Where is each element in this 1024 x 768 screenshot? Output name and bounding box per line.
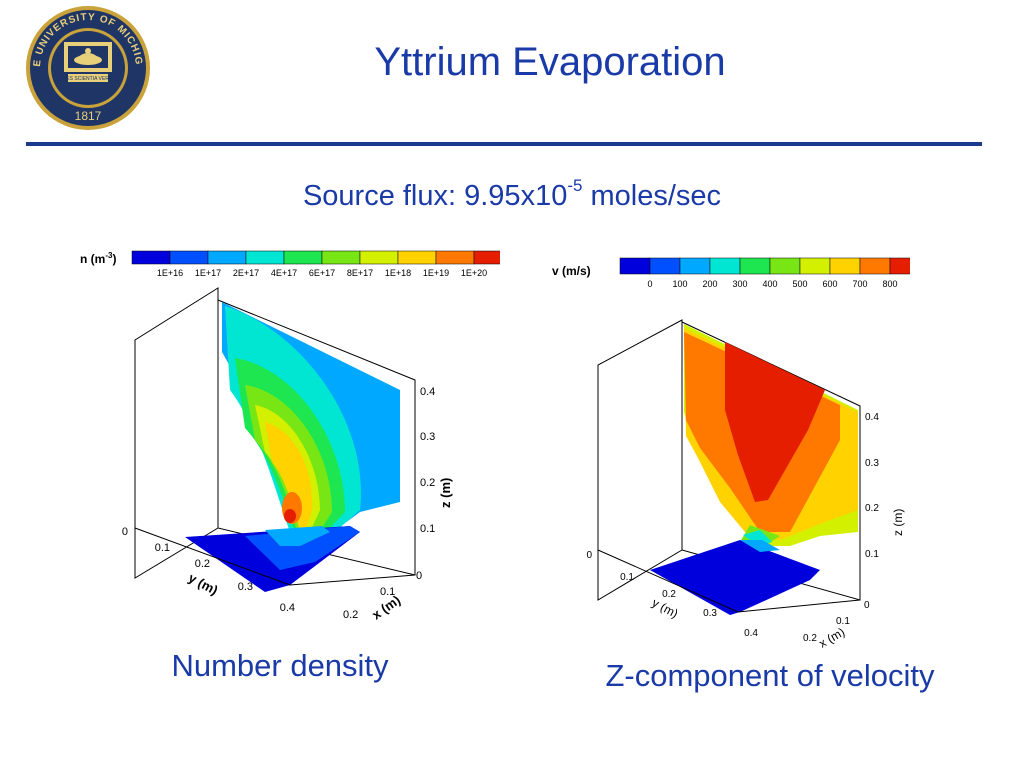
legend-swatch — [169, 250, 209, 265]
legend-swatch — [207, 250, 247, 265]
density-back-wall — [134, 287, 219, 579]
legend-swatch — [131, 250, 171, 265]
seal-year-text: 1817 — [75, 109, 102, 123]
y-tick: 0.1 — [155, 542, 170, 554]
legend-label: 100 — [672, 279, 687, 289]
legend-label: 6E+17 — [309, 268, 335, 278]
x-tick: 0.2 — [803, 633, 817, 644]
legend-label: 1E+18 — [385, 268, 411, 278]
legend-swatch — [359, 250, 399, 265]
y-tick: 0.3 — [238, 581, 253, 593]
legend-swatch — [859, 257, 891, 275]
y-tick: 0.2 — [662, 589, 676, 600]
velocity-axis-ticks: 0 0.1 0.2 0.3 0.4 0 0.1 0.2 0.4 0.3 0.2 … — [586, 412, 879, 644]
seal-motto-text: ARTES SCIENTIA VERITAS — [56, 76, 120, 82]
legend-label: 700 — [852, 279, 867, 289]
legend-swatch — [709, 257, 741, 275]
legend-label: 4E+17 — [271, 268, 297, 278]
z-tick: 0.2 — [420, 477, 435, 489]
density-floor-field — [185, 526, 360, 592]
y-axis-label: y (m) — [186, 570, 220, 598]
university-seal-logo: THE UNIVERSITY OF MICHIGAN ARTES SCIENTI… — [24, 4, 150, 130]
x-axis-label: x (m) — [817, 625, 848, 650]
x-tick: 0.1 — [836, 616, 850, 627]
subtitle-exponent: -5 — [567, 176, 583, 195]
legend-swatch — [679, 257, 711, 275]
density-legend-title: n (m-3) — [80, 251, 116, 266]
legend-label: 500 — [792, 279, 807, 289]
legend-swatch — [619, 257, 651, 275]
z-axis-label: z (m) — [438, 478, 453, 508]
legend-label: 200 — [702, 279, 717, 289]
x-tick: 0 — [864, 600, 870, 611]
velocity-color-legend: 0 100 200 300 400 500 600 700 800 — [619, 257, 910, 289]
subtitle-prefix: Source flux: 9.95x10 — [302, 180, 568, 212]
legend-label: 1E+19 — [423, 268, 449, 278]
legend-swatch — [739, 257, 771, 275]
y-tick: 0.2 — [195, 558, 210, 570]
y-tick: 0.3 — [703, 608, 717, 619]
y-tick: 0.1 — [620, 572, 634, 583]
x-tick: 0 — [416, 570, 422, 582]
z-tick: 0.3 — [420, 431, 435, 443]
z-tick: 0.3 — [865, 458, 879, 469]
x-tick: 0.2 — [343, 609, 358, 621]
number-density-caption: Number density — [171, 648, 389, 683]
z-tick: 0.4 — [865, 412, 879, 423]
legend-label: 400 — [762, 279, 777, 289]
y-tick: 0.4 — [744, 628, 758, 639]
z-tick: 0.1 — [865, 549, 879, 560]
density-contour-field — [222, 302, 400, 540]
velocity-floor-field — [650, 540, 820, 615]
slide-title: Yttrium Evaporation — [374, 40, 726, 84]
legend-label: 0 — [647, 279, 652, 289]
legend-label: 300 — [732, 279, 747, 289]
z-tick: 0.2 — [865, 503, 879, 514]
legend-label: 800 — [882, 279, 897, 289]
y-tick: 0.4 — [280, 602, 295, 614]
subtitle-suffix: moles/sec — [582, 180, 722, 212]
legend-label: 600 — [822, 279, 837, 289]
slide-subtitle: Source flux: 9.95x10-5 moles/sec — [200, 176, 824, 213]
legend-label: 2E+17 — [233, 268, 259, 278]
velocity-contour-field — [684, 324, 858, 548]
legend-swatch — [799, 257, 831, 275]
density-axis-ticks: 0 0.1 0.2 0.3 0.4 0 0.1 0.2 0.4 0.3 0.2 … — [122, 386, 435, 621]
legend-swatch — [473, 250, 500, 265]
density-color-legend: 1E+16 1E+17 2E+17 4E+17 6E+17 8E+17 1E+18 1E+19… — [131, 250, 500, 278]
legend-label: 1E+20 — [461, 268, 487, 278]
title-divider — [26, 142, 982, 146]
number-density-plot: n (m-3) 1E+16 1E+17 2E+17 4E+17 6E+17 8E+17 1E… — [80, 250, 500, 622]
legend-label: 1E+17 — [195, 268, 221, 278]
legend-swatch — [769, 257, 801, 275]
legend-swatch — [283, 250, 323, 265]
legend-swatch — [889, 257, 910, 275]
legend-label: 1E+16 — [157, 268, 183, 278]
velocity-legend-title: v (m/s) — [552, 264, 591, 278]
legend-swatch — [245, 250, 285, 265]
velocity-plot: v (m/s) 0 100 200 300 400 500 600 700 800 0 0.1 … — [552, 257, 910, 650]
corner-tick: 0 — [586, 550, 592, 561]
x-tick: 0.1 — [380, 586, 395, 598]
velocity-caption: Z-component of velocity — [605, 658, 935, 693]
legend-swatch — [829, 257, 861, 275]
legend-swatch — [649, 257, 681, 275]
legend-swatch — [397, 250, 437, 265]
z-tick: 0.1 — [420, 523, 435, 535]
z-axis-label: z (m) — [891, 509, 905, 536]
legend-swatch — [435, 250, 475, 265]
corner-tick: 0 — [122, 526, 128, 538]
legend-label: 8E+17 — [347, 268, 373, 278]
legend-swatch — [321, 250, 361, 265]
z-tick: 0.4 — [420, 386, 435, 398]
